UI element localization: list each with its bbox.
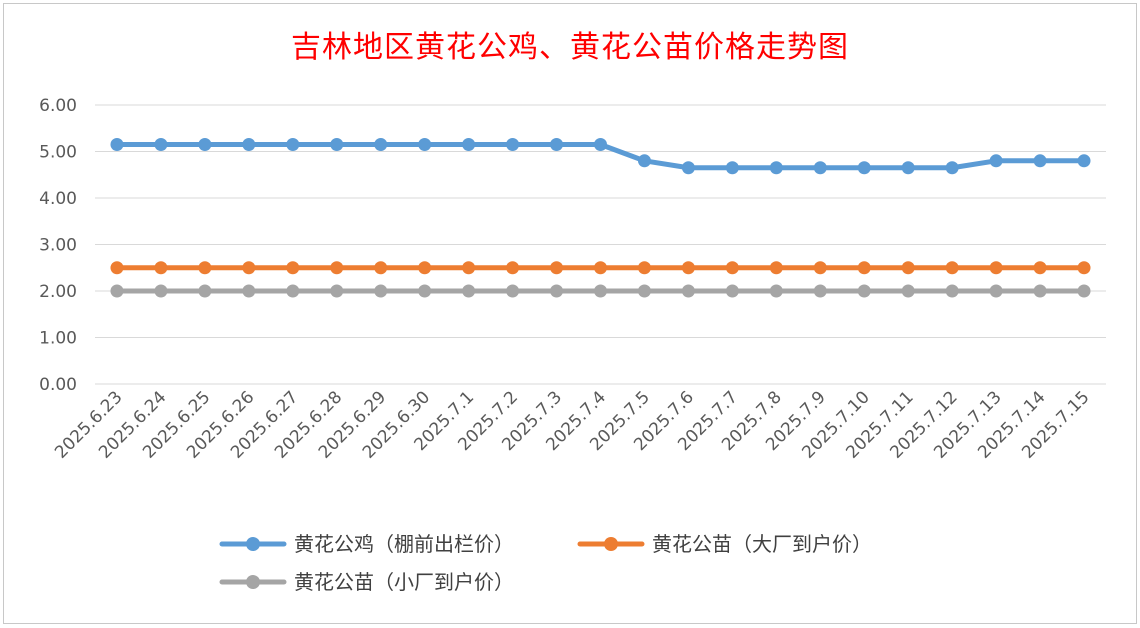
data-point xyxy=(857,161,871,175)
data-point xyxy=(374,284,388,298)
data-point xyxy=(198,284,212,298)
data-point xyxy=(901,161,915,175)
data-point xyxy=(725,261,739,275)
data-point xyxy=(901,261,915,275)
chart-title: 吉林地区黄花公鸡、黄花公苗价格走势图 xyxy=(291,30,849,65)
data-point xyxy=(1033,284,1047,298)
data-point xyxy=(506,261,520,275)
data-point xyxy=(945,161,959,175)
data-point xyxy=(637,284,651,298)
y-tick-label: 5.00 xyxy=(39,143,77,163)
data-point xyxy=(681,284,695,298)
data-point xyxy=(462,284,476,298)
data-point xyxy=(813,161,827,175)
data-point xyxy=(374,261,388,275)
data-point xyxy=(989,261,1003,275)
data-point xyxy=(374,138,388,152)
data-point xyxy=(945,284,959,298)
data-point xyxy=(725,161,739,175)
data-point xyxy=(769,261,783,275)
y-tick-label: 4.00 xyxy=(39,189,77,209)
chart-frame xyxy=(3,3,1137,624)
data-point xyxy=(506,284,520,298)
data-point xyxy=(462,138,476,152)
data-point xyxy=(989,284,1003,298)
data-point xyxy=(110,261,124,275)
data-point xyxy=(110,284,124,298)
data-point xyxy=(418,138,432,152)
legend-marker xyxy=(604,537,618,551)
data-point xyxy=(330,261,344,275)
data-point xyxy=(242,261,256,275)
data-point xyxy=(989,154,1003,168)
data-point xyxy=(286,261,300,275)
data-point xyxy=(154,138,168,152)
data-point xyxy=(725,284,739,298)
data-point xyxy=(857,284,871,298)
y-tick-label: 3.00 xyxy=(39,236,77,256)
data-point xyxy=(813,284,827,298)
data-point xyxy=(330,138,344,152)
data-point xyxy=(681,261,695,275)
data-point xyxy=(506,138,520,152)
data-point xyxy=(154,261,168,275)
data-point xyxy=(286,138,300,152)
data-point xyxy=(594,284,607,298)
y-tick-label: 2.00 xyxy=(39,282,77,302)
data-point xyxy=(550,284,564,298)
data-point xyxy=(462,261,476,275)
data-point xyxy=(857,261,871,275)
data-point xyxy=(681,161,695,175)
y-tick-label: 6.00 xyxy=(39,96,77,116)
data-point xyxy=(110,138,124,152)
data-point xyxy=(594,261,607,275)
y-tick-label: 1.00 xyxy=(39,329,77,349)
data-point xyxy=(813,261,827,275)
data-point xyxy=(945,261,959,275)
data-point xyxy=(1077,261,1091,275)
data-point xyxy=(1077,284,1091,298)
legend-marker xyxy=(246,575,260,589)
data-point xyxy=(550,138,564,152)
data-point xyxy=(769,161,783,175)
data-point xyxy=(594,138,607,152)
data-point xyxy=(242,284,256,298)
legend-label: 黄花公鸡（棚前出栏价） xyxy=(294,532,514,556)
data-point xyxy=(154,284,168,298)
data-point xyxy=(769,284,783,298)
data-point xyxy=(901,284,915,298)
data-point xyxy=(1033,154,1047,168)
data-point xyxy=(418,284,432,298)
data-point xyxy=(198,261,212,275)
data-point xyxy=(550,261,564,275)
data-point xyxy=(637,154,651,168)
data-point xyxy=(286,284,300,298)
data-point xyxy=(1077,154,1091,168)
data-point xyxy=(330,284,344,298)
data-point xyxy=(1033,261,1047,275)
data-point xyxy=(242,138,256,152)
data-point xyxy=(198,138,212,152)
y-tick-label: 0.00 xyxy=(39,375,77,395)
legend-marker xyxy=(246,537,260,551)
data-point xyxy=(637,261,651,275)
legend-label: 黄花公苗（大厂到户价） xyxy=(652,532,872,556)
data-point xyxy=(418,261,432,275)
legend-label: 黄花公苗（小厂到户价） xyxy=(294,570,514,594)
